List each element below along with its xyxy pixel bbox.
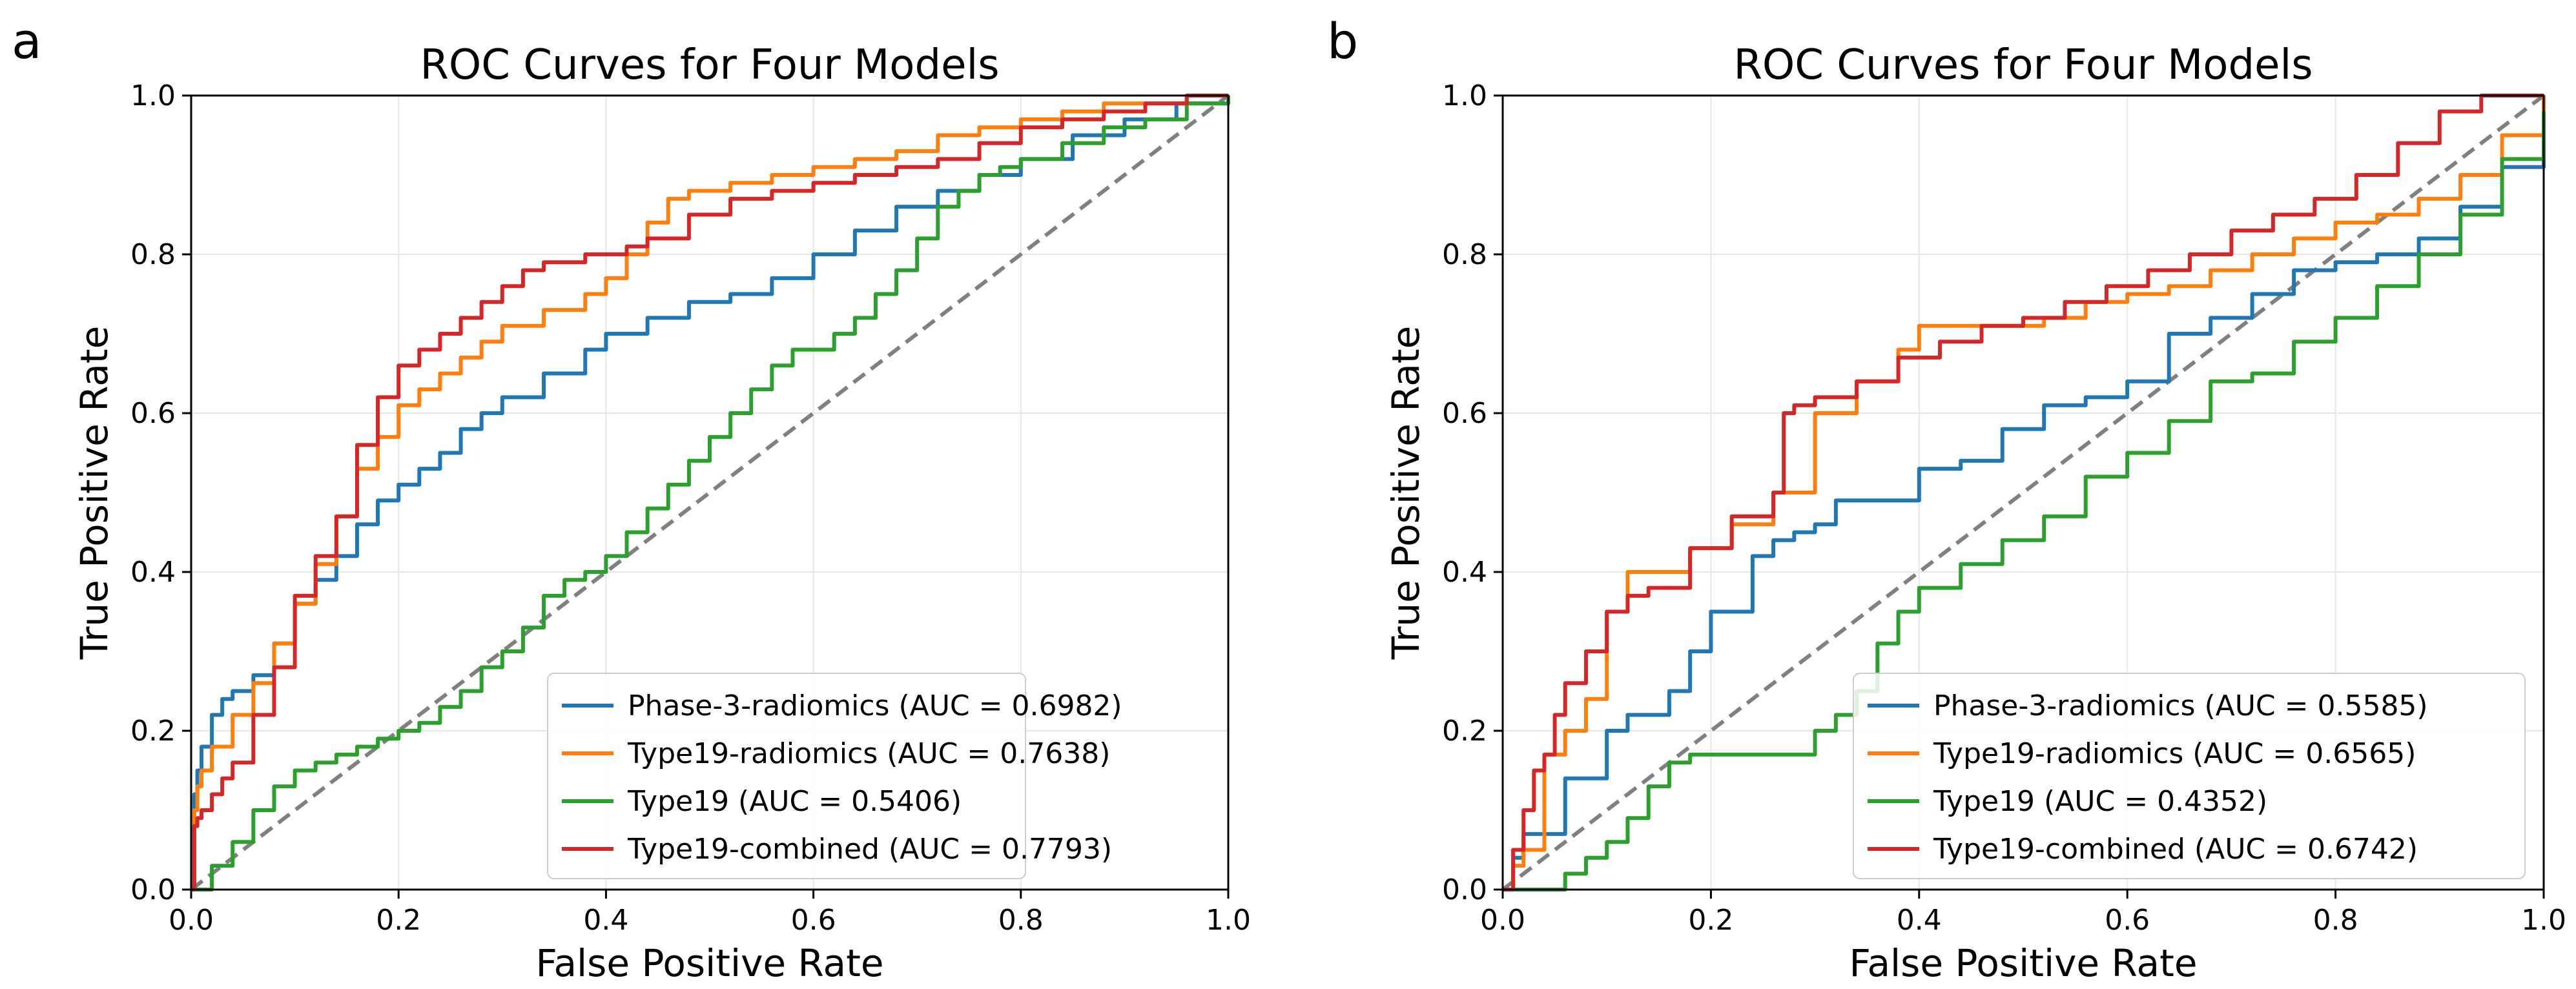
x-axis-label: False Positive Rate — [1849, 941, 2197, 985]
y-tick-label: 0.2 — [130, 715, 176, 748]
legend-label-1: Phase-3-radiomics (AUC = 0.6982) — [628, 689, 1122, 722]
x-tick-label: 0.8 — [2313, 904, 2358, 937]
chart-title: ROC Curves for Four Models — [1733, 41, 2313, 89]
legend-label-3: Type19 (AUC = 0.4352) — [1933, 785, 2267, 818]
series-line-1 — [191, 96, 1230, 892]
x-tick-label: 0.6 — [791, 904, 836, 937]
legend-box — [547, 673, 1026, 879]
y-axis-label: True Positive Rate — [1384, 326, 1428, 660]
y-tick-label: 0.4 — [1442, 556, 1487, 589]
x-tick-label: 1.0 — [2521, 904, 2566, 937]
y-tick-label: 0.0 — [1442, 873, 1487, 906]
x-tick-label: 0.4 — [1897, 904, 1942, 937]
x-tick-label: 0.6 — [2105, 904, 2150, 937]
y-tick-label: 1.0 — [130, 79, 176, 112]
x-tick-label: 0.8 — [998, 904, 1044, 937]
legend-label-1: Phase-3-radiomics (AUC = 0.5585) — [1933, 689, 2428, 722]
panel-a: a 0.0 0.2 0.4 0.6 0.8 1.0 0.0 0.2 0.4 0.6 0.8 1.0 ROC… — [12, 12, 1251, 985]
x-axis-label: False Positive Rate — [535, 941, 883, 985]
x-tick-label: 1.0 — [1206, 904, 1251, 937]
axes-frame — [190, 94, 1230, 891]
legend-label-3: Type19 (AUC = 0.5406) — [627, 785, 962, 818]
x-tick-label: 0.0 — [169, 904, 214, 937]
series-line-4 — [1503, 94, 2544, 892]
y-tick-label: 1.0 — [1442, 79, 1487, 112]
legend-label-2: Type19-radiomics (AUC = 0.6565) — [1933, 737, 2416, 770]
x-tick-label: 0.0 — [1480, 904, 1525, 937]
series-line-3 — [191, 96, 1230, 892]
panel-letter: a — [12, 12, 42, 70]
reference-diagonal — [190, 94, 1230, 892]
panel-b: b 0.0 0.2 0.4 0.6 0.8 1.0 0.0 0.2 0.4 0.6 0.8 1.0 ROC… — [1327, 12, 2566, 985]
y-axis-label: True Positive Rate — [72, 326, 116, 660]
legend-label-2: Type19-radiomics (AUC = 0.7638) — [627, 737, 1110, 770]
x-tick-label: 0.2 — [1688, 904, 1733, 937]
series-line-4 — [191, 94, 1228, 892]
panel-letter: b — [1327, 12, 1358, 70]
y-tick-label: 0.8 — [130, 238, 176, 271]
legend-label-4: Type19-combined (AUC = 0.6742) — [1933, 833, 2418, 866]
series-line-2 — [1503, 96, 2546, 892]
y-tick-label: 0.8 — [1442, 238, 1487, 271]
y-tick-label: 0.2 — [1442, 715, 1487, 748]
legend-label-4: Type19-combined (AUC = 0.7793) — [627, 833, 1112, 866]
y-tick-label: 0.4 — [130, 556, 176, 589]
axes-frame — [1501, 94, 2545, 891]
y-tick-label: 0.6 — [1442, 397, 1487, 430]
x-tick-label: 0.4 — [583, 904, 628, 937]
y-tick-label: 0.0 — [130, 873, 176, 906]
series-line-1 — [1503, 96, 2546, 892]
series-line-2 — [191, 94, 1228, 892]
y-tick-label: 0.6 — [130, 397, 176, 430]
chart-title: ROC Curves for Four Models — [420, 41, 999, 89]
series-line-3 — [1503, 111, 2546, 892]
legend-box — [1853, 673, 2526, 879]
x-tick-label: 0.2 — [376, 904, 421, 937]
